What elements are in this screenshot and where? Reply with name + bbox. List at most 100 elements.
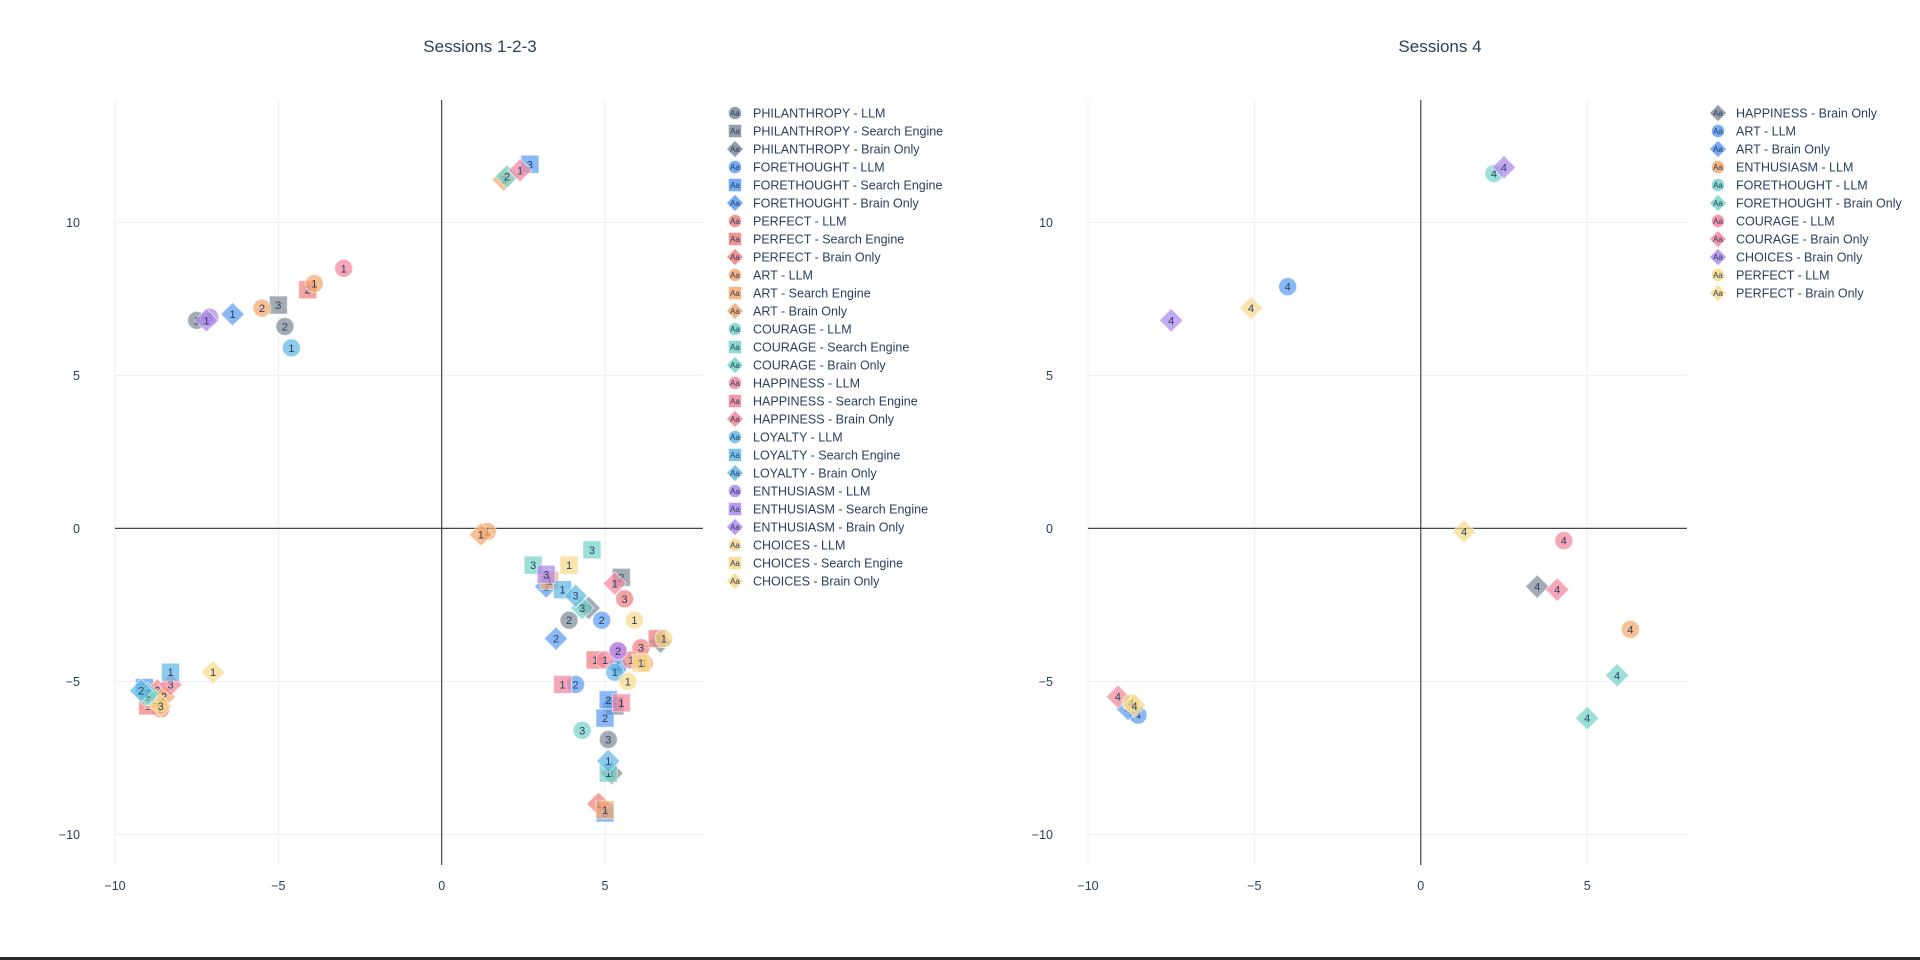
data-point (536, 564, 556, 584)
y-tick-label: −5 (66, 675, 80, 689)
series-art-llm: 44 (1128, 277, 1298, 725)
legend-item[interactable]: Aa COURAGE - Search Engine (728, 340, 910, 355)
legend-item[interactable]: Aa CHOICES - Brain Only (1708, 247, 1864, 267)
legend-item[interactable]: Aa LOYALTY - LLM (728, 430, 843, 445)
data-point (268, 295, 288, 315)
legend-label: PHILANTHROPY - LLM (753, 107, 885, 121)
legend-symbol (728, 556, 742, 570)
legend-symbol (725, 139, 745, 159)
legend-symbol-text: Aa (730, 559, 740, 568)
series-courage-llm: 31 (138, 687, 592, 740)
legend-item[interactable]: Aa FORETHOUGHT - Brain Only (725, 193, 920, 213)
legend-label: CHOICES - Brain Only (753, 575, 880, 589)
legend-symbol-text: Aa (730, 343, 740, 352)
legend-label: HAPPINESS - Brain Only (1736, 107, 1878, 121)
data-point (572, 720, 592, 740)
y-tick-label: −10 (1032, 828, 1053, 842)
series-forethought-brain-only: 44 (1574, 662, 1630, 731)
legend-symbol-text: Aa (1713, 163, 1723, 172)
legend-item[interactable]: Aa ART - Brain Only (725, 301, 848, 321)
data-point (582, 540, 602, 560)
legend-item[interactable]: Aa FORETHOUGHT - LLM (1711, 178, 1868, 193)
data-point (281, 338, 301, 358)
legend-item[interactable]: Aa ENTHUSIASM - Brain Only (725, 517, 906, 537)
legend-item[interactable]: Aa PERFECT - Brain Only (725, 247, 882, 267)
y-tick-label: 0 (1046, 522, 1053, 536)
legend-label: COURAGE - Brain Only (753, 359, 886, 373)
legend-symbol (728, 232, 742, 246)
legend-symbol-text: Aa (1713, 253, 1723, 262)
legend-item[interactable]: Aa PERFECT - LLM (1711, 268, 1830, 283)
legend-item[interactable]: Aa ART - LLM (728, 268, 813, 283)
legend-symbol (1708, 139, 1728, 159)
legend-symbol-text: Aa (1713, 289, 1723, 298)
x-tick-label: −10 (1077, 879, 1098, 893)
legend-label: CHOICES - LLM (753, 539, 845, 553)
legend[interactable]: Aa PHILANTHROPY - LLM Aa PHILANTHROPY - Sea… (725, 106, 944, 591)
legend-symbol-text: Aa (730, 577, 740, 586)
series-courage-llm: 4 (1554, 531, 1574, 551)
legend-symbol-text: Aa (730, 541, 740, 550)
legend-symbol-text: Aa (730, 415, 740, 424)
legend-item[interactable]: Aa CHOICES - Search Engine (728, 556, 904, 571)
legend-item[interactable]: Aa PHILANTHROPY - LLM (728, 106, 886, 121)
legend-item[interactable]: Aa PERFECT - Search Engine (728, 232, 905, 247)
legend-item[interactable]: Aa LOYALTY - Search Engine (728, 448, 901, 463)
legend-symbol-text: Aa (730, 325, 740, 334)
chart-title: Sessions 4 (1398, 37, 1481, 56)
legend-item[interactable]: Aa COURAGE - Brain Only (1708, 229, 1870, 249)
legend-item[interactable]: Aa LOYALTY - Brain Only (725, 463, 878, 483)
legend-item[interactable]: Aa HAPPINESS - Search Engine (728, 394, 918, 409)
legend-item[interactable]: Aa COURAGE - LLM (728, 322, 852, 337)
legend-item[interactable]: Aa COURAGE - Brain Only (725, 355, 887, 375)
legend-item[interactable]: Aa COURAGE - LLM (1711, 214, 1835, 229)
legend[interactable]: Aa HAPPINESS - Brain Only Aa ART - LLM Aa ART… (1708, 103, 1903, 303)
data-point (592, 610, 612, 630)
legend-symbol-text: Aa (730, 451, 740, 460)
legend-symbol (1711, 124, 1725, 138)
legend-item[interactable]: Aa ART - Brain Only (1708, 139, 1831, 159)
legend-item[interactable]: Aa FORETHOUGHT - Brain Only (1708, 193, 1903, 213)
legend-item[interactable]: Aa FORETHOUGHT - LLM (728, 160, 885, 175)
series-forethought-brain-only: 121 (220, 301, 569, 651)
legend-symbol-text: Aa (730, 163, 740, 172)
x-tick-label: −5 (271, 879, 285, 893)
legend-label: HAPPINESS - Brain Only (753, 413, 895, 427)
legend-item[interactable]: Aa CHOICES - Brain Only (725, 571, 881, 591)
legend-symbol (728, 502, 742, 516)
legend-item[interactable]: Aa ENTHUSIASM - LLM (728, 484, 871, 499)
series-courage-brain-only: 232 (135, 164, 595, 707)
legend-label: FORETHOUGHT - Brain Only (753, 197, 920, 211)
data-point (605, 662, 625, 682)
legend-item[interactable]: Aa HAPPINESS - Brain Only (1708, 103, 1878, 123)
legend-item[interactable]: Aa ART - Search Engine (728, 286, 871, 301)
legend-item[interactable]: Aa HAPPINESS - LLM (728, 376, 860, 391)
data-point (631, 653, 651, 673)
legend-symbol-text: Aa (1713, 181, 1723, 190)
legend-item[interactable]: Aa CHOICES - LLM (728, 538, 846, 553)
legend-item[interactable]: Aa ENTHUSIASM - Search Engine (728, 502, 929, 517)
legend-symbol-text: Aa (730, 109, 740, 118)
data-point (595, 708, 615, 728)
legend-label: COURAGE - LLM (753, 323, 852, 337)
legend-symbol-text: Aa (730, 181, 740, 190)
legend-symbol (728, 394, 742, 408)
legend-label: LOYALTY - LLM (753, 431, 843, 445)
legend-label: ART - Brain Only (753, 305, 848, 319)
legend-item[interactable]: Aa HAPPINESS - Brain Only (725, 409, 895, 429)
legend-item[interactable]: Aa ENTHUSIASM - LLM (1711, 160, 1854, 175)
legend-item[interactable]: Aa ART - LLM (1711, 124, 1796, 139)
legend-symbol-text: Aa (730, 199, 740, 208)
legend-item[interactable]: Aa PERFECT - Brain Only (1708, 283, 1865, 303)
legend-label: LOYALTY - Brain Only (753, 467, 877, 481)
legend-item[interactable]: Aa PHILANTHROPY - Search Engine (728, 124, 944, 139)
legend-item[interactable]: Aa PERFECT - LLM (728, 214, 847, 229)
series-courage-brain-only: 44 (1105, 577, 1570, 710)
legend-item[interactable]: Aa PHILANTHROPY - Brain Only (725, 139, 921, 159)
data-point (1574, 705, 1600, 731)
series-enthusiasm-llm: 4 (1620, 619, 1640, 639)
legend-item[interactable]: Aa FORETHOUGHT - Search Engine (728, 178, 943, 193)
series-loyalty-brain-only: 312 (128, 583, 621, 774)
series-philanthropy-search-engine: 323 (268, 295, 631, 716)
legend-label: PERFECT - Brain Only (1736, 287, 1864, 301)
